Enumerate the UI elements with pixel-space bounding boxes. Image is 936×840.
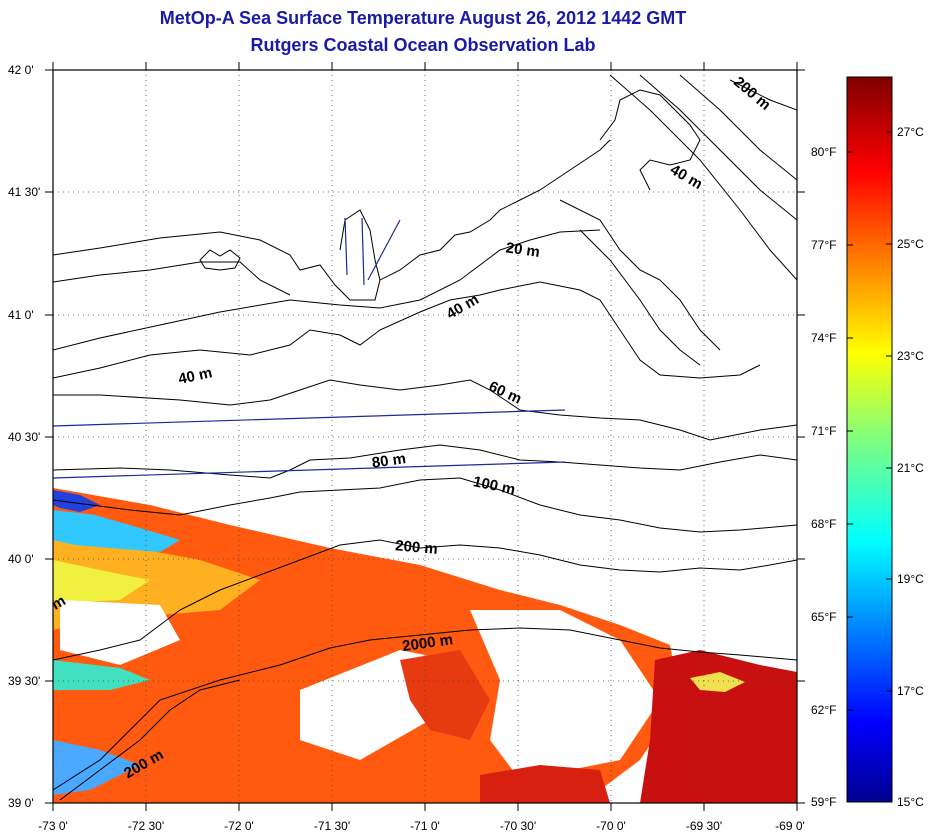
cloud-gap-1: [60, 600, 180, 665]
map-subtitle: Rutgers Coastal Ocean Observation Lab: [250, 35, 596, 55]
tick-marks: [45, 62, 805, 811]
sst-swath-cyan-band: [53, 660, 150, 690]
cb-f-65: 65°F: [811, 610, 836, 624]
lon-label-71-30: -71 30': [314, 819, 350, 833]
bank-detail-2: [579, 229, 701, 366]
contour-60m: [53, 379, 797, 441]
contour-deep-east-3: [679, 74, 797, 181]
colorbar: 27°C 25°C 23°C 21°C 19°C 17°C 15°C 80°F …: [811, 76, 924, 809]
cb-c-27: 27°C: [897, 125, 924, 139]
sst-swath-west-blue: [53, 490, 100, 512]
contour-label-100m: 100 m: [472, 473, 517, 498]
lon-label-72: -72 0': [224, 819, 254, 833]
cb-c-17: 17°C: [897, 684, 924, 698]
cb-f-77: 77°F: [811, 238, 836, 252]
contour-label-200m: 200 m: [395, 537, 439, 558]
contour-2000m: [53, 627, 797, 791]
colorbar-ticks: [847, 131, 892, 711]
contour-200m: [53, 539, 797, 661]
transects: [52, 217, 566, 479]
contour-100m: [53, 477, 797, 533]
contour-deep-east-1: [609, 74, 797, 281]
lon-tick-labels: -73 0' -72 30' -72 0' -71 30' -71 0' -70…: [38, 819, 805, 833]
contour-200m-west: [59, 679, 241, 801]
sst-swath-yellow: [53, 560, 150, 602]
cb-f-59: 59°F: [811, 795, 836, 809]
cb-f-80: 80°F: [811, 145, 836, 159]
coastline-cape-cod: [599, 89, 701, 191]
contour-80m: [53, 444, 797, 479]
lat-label-40-30: 40 30': [8, 430, 40, 444]
contour-20m: [53, 229, 601, 351]
sst-patch-east-yellow: [690, 672, 745, 692]
contour-deep-east-4: [729, 79, 797, 111]
lon-label-69-30: -69 30': [686, 819, 722, 833]
contour-label-40m-west: 40 m: [177, 364, 214, 388]
cb-c-23: 23°C: [897, 349, 924, 363]
cb-f-74: 74°F: [811, 331, 836, 345]
contour-deep-east-2: [639, 74, 797, 221]
sst-swath-west-cyan: [53, 510, 180, 552]
contour-40m: [53, 281, 761, 379]
lat-label-39: 39 0': [8, 796, 34, 810]
cb-c-21: 21°C: [897, 461, 924, 475]
contours: [53, 74, 797, 801]
lat-label-40: 40 0': [8, 552, 34, 566]
cb-c-15: 15°C: [897, 795, 924, 809]
sst-patch-east: [640, 650, 797, 803]
lat-label-39-30: 39 30': [8, 674, 40, 688]
cb-f-62: 62°F: [811, 703, 836, 717]
contour-label-60m: 60 m: [486, 378, 524, 408]
lon-label-69: -69 0': [775, 819, 805, 833]
grid: [53, 70, 797, 803]
lon-label-73: -73 0': [38, 819, 68, 833]
cb-f-71: 71°F: [811, 424, 836, 438]
bank-detail-1: [559, 199, 721, 351]
contour-label-200m-ne: 200 m: [730, 73, 774, 113]
cloud-gap-3: [470, 610, 660, 780]
lon-label-72-30: -72 30': [128, 819, 164, 833]
cb-c-25: 25°C: [897, 237, 924, 251]
cb-f-68: 68°F: [811, 517, 836, 531]
contour-label-80m: 80 m: [371, 450, 407, 472]
contour-label-20m: 20 m: [505, 239, 541, 261]
colorbar-gradient: [846, 76, 893, 803]
lat-label-41: 41 0': [8, 308, 34, 322]
lon-label-71: -71 0': [410, 819, 440, 833]
lon-label-70-30: -70 30': [500, 819, 536, 833]
contour-label-2000m: 2000 m: [401, 631, 454, 655]
lat-label-41-30: 41 30': [8, 185, 40, 199]
map-title: MetOp-A Sea Surface Temperature August 2…: [159, 8, 687, 28]
lat-tick-labels: 42 0' 41 30' 41 0' 40 30' 40 0' 39 30' 3…: [8, 63, 40, 810]
contour-label-40m-ne: 40 m: [667, 161, 705, 193]
sst-swath-lightblue: [53, 740, 140, 795]
sst-patch-south: [480, 765, 610, 803]
narragansett-bay: [339, 209, 381, 281]
lon-label-70: -70 0': [596, 819, 626, 833]
coastline-south-shore: [53, 261, 291, 296]
lat-label-42: 42 0': [8, 63, 34, 77]
long-island-detail: [199, 249, 241, 271]
cb-c-19: 19°C: [897, 572, 924, 586]
sst-data: [53, 488, 797, 803]
coastline-long-island: [53, 139, 611, 301]
sst-patch-center: [400, 650, 490, 740]
